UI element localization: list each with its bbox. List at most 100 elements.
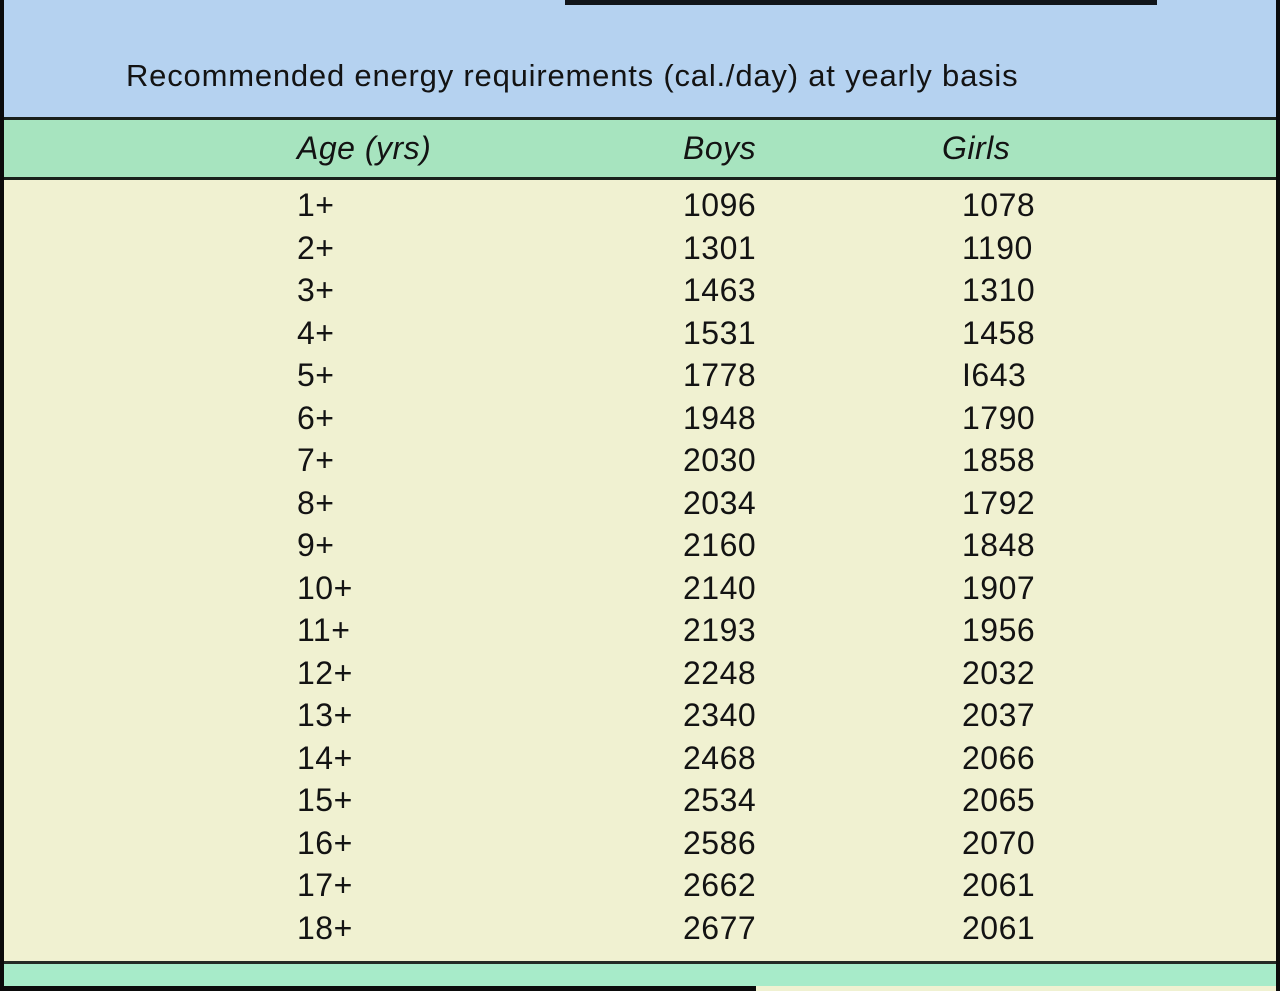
girls-cell: 1458 [962,314,1036,351]
girls-cell: 1190 [962,229,1033,266]
age-cell: 8+ [297,484,335,521]
divider-rule-header-bottom [0,177,1280,180]
title-band: Recommended energy requirements (cal./da… [0,0,1280,117]
boys-cell: 2534 [683,782,757,818]
table-row: 10+ 2140 1907 [0,567,1280,610]
age-cell: 2+ [297,229,335,266]
column-header-age: Age (yrs) [297,130,432,166]
boys-cell: 1948 [683,399,757,436]
divider-rule-top [0,117,1280,120]
row-spacer [0,737,297,780]
girls-cell: 1078 [962,187,1036,223]
table-row: 4+ 1531 1458 [0,312,1280,355]
table-row: 14+ 2468 2066 [0,737,1280,780]
girls-cell: I643 [962,357,1027,393]
boys-cell: 2340 [683,697,757,733]
girls-cell: 1848 [962,527,1036,563]
row-spacer [0,864,297,907]
row-spacer [0,184,297,227]
row-spacer [0,439,297,482]
girls-cell: 1858 [962,442,1036,478]
girls-cell: 2065 [962,782,1036,818]
girls-cell: 2032 [962,654,1036,691]
row-spacer [0,652,297,695]
row-spacer [0,567,297,610]
column-header-girls: Girls [942,130,1011,166]
table-row: 11+ 2193 1956 [0,609,1280,652]
girls-cell: 1790 [962,399,1036,436]
age-cell: 17+ [297,867,353,903]
row-spacer [0,822,297,865]
boys-cell: 2030 [683,442,757,478]
table-row: 13+ 2340 2037 [0,694,1280,737]
table-row: 18+ 2677 2061 [0,907,1280,950]
table-row: 2+ 1301 1190 [0,227,1280,270]
row-spacer [0,907,297,950]
row-spacer [0,609,297,652]
footer-band [0,964,1280,986]
boys-cell: 1096 [683,187,757,223]
age-cell: 13+ [297,697,353,733]
girls-cell: 2037 [962,697,1036,733]
table-row: 17+ 2662 2061 [0,864,1280,907]
scan-edge-left [0,0,4,991]
table-row: 5+ 1778 I643 [0,354,1280,397]
table-header-row: Age (yrs) Boys Girls [0,120,1280,177]
age-cell: 7+ [297,442,335,478]
age-cell: 5+ [297,357,335,393]
girls-cell: 2061 [962,909,1036,946]
boys-cell: 1301 [683,229,757,266]
age-cell: 10+ [297,569,353,606]
girls-cell: 1956 [962,612,1036,648]
table-row: 9+ 2160 1848 [0,524,1280,567]
scan-strip-top [565,0,1157,5]
girls-cell: 2070 [962,824,1036,861]
age-cell: 3+ [297,272,335,308]
age-cell: 14+ [297,739,353,776]
column-header-boys: Boys [683,130,757,166]
table-row: 3+ 1463 1310 [0,269,1280,312]
age-cell: 9+ [297,527,335,563]
age-cell: 11+ [297,612,351,648]
boys-cell: 2193 [683,612,757,648]
girls-cell: 1310 [962,272,1036,308]
table-row: 16+ 2586 2070 [0,822,1280,865]
age-cell: 4+ [297,314,335,351]
table-row: 1+ 1096 1078 [0,184,1280,227]
boys-cell: 2677 [683,909,757,946]
age-cell: 15+ [297,782,353,818]
boys-cell: 1463 [683,272,757,308]
boys-cell: 2468 [683,739,757,776]
boys-cell: 2140 [683,569,757,606]
boys-cell: 1531 [683,314,757,351]
age-cell: 18+ [297,909,353,946]
table-row: 6+ 1948 1790 [0,397,1280,440]
table-row: 8+ 2034 1792 [0,482,1280,525]
row-spacer [0,354,297,397]
boys-cell: 1778 [683,357,757,393]
row-spacer [0,227,297,270]
row-spacer [0,312,297,355]
row-spacer [0,269,297,312]
row-spacer [0,779,297,822]
girls-cell: 1792 [962,484,1036,521]
girls-cell: 2066 [962,739,1036,776]
boys-cell: 2662 [683,867,757,903]
table-row: 12+ 2248 2032 [0,652,1280,695]
row-spacer [0,694,297,737]
table-body: 1+ 1096 1078 2+ 1301 1190 3+ 1463 1310 4… [0,180,1280,961]
age-cell: 6+ [297,399,335,436]
age-cell: 12+ [297,654,353,691]
table-row: 7+ 2030 1858 [0,439,1280,482]
girls-cell: 1907 [962,569,1036,606]
boys-cell: 2160 [683,527,757,563]
page-title: Recommended energy requirements (cal./da… [126,58,1019,93]
girls-cell: 2061 [962,867,1036,903]
divider-rule-bottom [0,961,1280,964]
boys-cell: 2586 [683,824,757,861]
age-cell: 16+ [297,824,353,861]
table-row: 15+ 2534 2065 [0,779,1280,822]
scan-edge-right [1276,0,1280,991]
row-spacer [0,524,297,567]
